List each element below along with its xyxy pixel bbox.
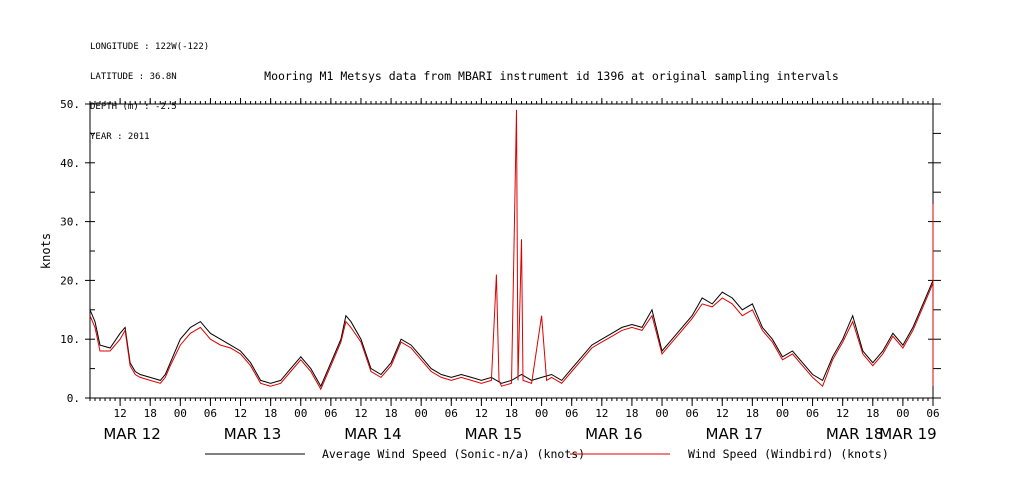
x-tick-label: 12 bbox=[234, 407, 247, 420]
x-day-label: MAR 18 bbox=[826, 425, 883, 443]
series-line-2 bbox=[89, 109, 934, 391]
x-tick-label: 00 bbox=[535, 407, 548, 420]
x-tick-label: 18 bbox=[144, 407, 157, 420]
x-tick-label: 12 bbox=[595, 407, 608, 420]
x-tick-label: 06 bbox=[926, 407, 939, 420]
year-label: YEAR : 2011 bbox=[90, 132, 150, 142]
longitude-label: LONGITUDE : 122W(-122) bbox=[90, 42, 210, 52]
x-day-label: MAR 12 bbox=[103, 425, 160, 443]
x-tick-label: 18 bbox=[384, 407, 397, 420]
x-tick-label: 12 bbox=[716, 407, 729, 420]
x-day-label: MAR 17 bbox=[706, 425, 763, 443]
y-tick-label: 0. bbox=[67, 392, 80, 405]
latitude-label: LATITUDE : 36.8N bbox=[90, 72, 177, 82]
legend-label-1: Average Wind Speed (Sonic-n/a) (knots) bbox=[322, 447, 585, 461]
y-tick-label: 30. bbox=[60, 216, 80, 229]
x-tick-label: 12 bbox=[836, 407, 849, 420]
y-tick-label: 40. bbox=[60, 157, 80, 170]
x-tick-label: 18 bbox=[264, 407, 277, 420]
metadata-block: LONGITUDE : 122W(-122) LATITUDE : 36.8N … bbox=[90, 22, 209, 152]
x-tick-label: 00 bbox=[776, 407, 789, 420]
x-day-label: MAR 16 bbox=[585, 425, 642, 443]
x-tick-label: 00 bbox=[174, 407, 187, 420]
x-tick-label: 06 bbox=[806, 407, 819, 420]
x-tick-label: 06 bbox=[324, 407, 337, 420]
y-tick-label: 50. bbox=[60, 98, 80, 111]
depth-label: DEPTH (m) : -2.5 bbox=[90, 102, 177, 112]
y-tick-label: 10. bbox=[60, 333, 80, 346]
x-tick-label: 12 bbox=[354, 407, 367, 420]
x-tick-label: 12 bbox=[113, 407, 126, 420]
x-tick-label: 00 bbox=[294, 407, 307, 420]
legend-label-2: Wind Speed (Windbird) (knots) bbox=[688, 447, 889, 461]
x-tick-label: 00 bbox=[655, 407, 668, 420]
plot-frame bbox=[89, 103, 934, 399]
x-tick-label: 18 bbox=[866, 407, 879, 420]
x-tick-label: 18 bbox=[625, 407, 638, 420]
x-tick-label: 00 bbox=[896, 407, 909, 420]
x-tick-label: 00 bbox=[415, 407, 428, 420]
x-tick-label: 06 bbox=[686, 407, 699, 420]
x-tick-label: 18 bbox=[746, 407, 759, 420]
x-tick-label: 06 bbox=[204, 407, 217, 420]
x-day-label: MAR 19 bbox=[879, 425, 936, 443]
x-tick-label: 18 bbox=[505, 407, 518, 420]
x-day-label: MAR 14 bbox=[344, 425, 401, 443]
y-tick-label: 20. bbox=[60, 274, 80, 287]
x-tick-label: 06 bbox=[445, 407, 458, 420]
x-day-label: MAR 13 bbox=[224, 425, 281, 443]
x-day-label: MAR 15 bbox=[465, 425, 522, 443]
y-axis-label: knots bbox=[39, 233, 53, 269]
x-tick-label: 06 bbox=[565, 407, 578, 420]
x-tick-label: 12 bbox=[475, 407, 488, 420]
chart-title: Mooring M1 Metsys data from MBARI instru… bbox=[264, 69, 839, 83]
